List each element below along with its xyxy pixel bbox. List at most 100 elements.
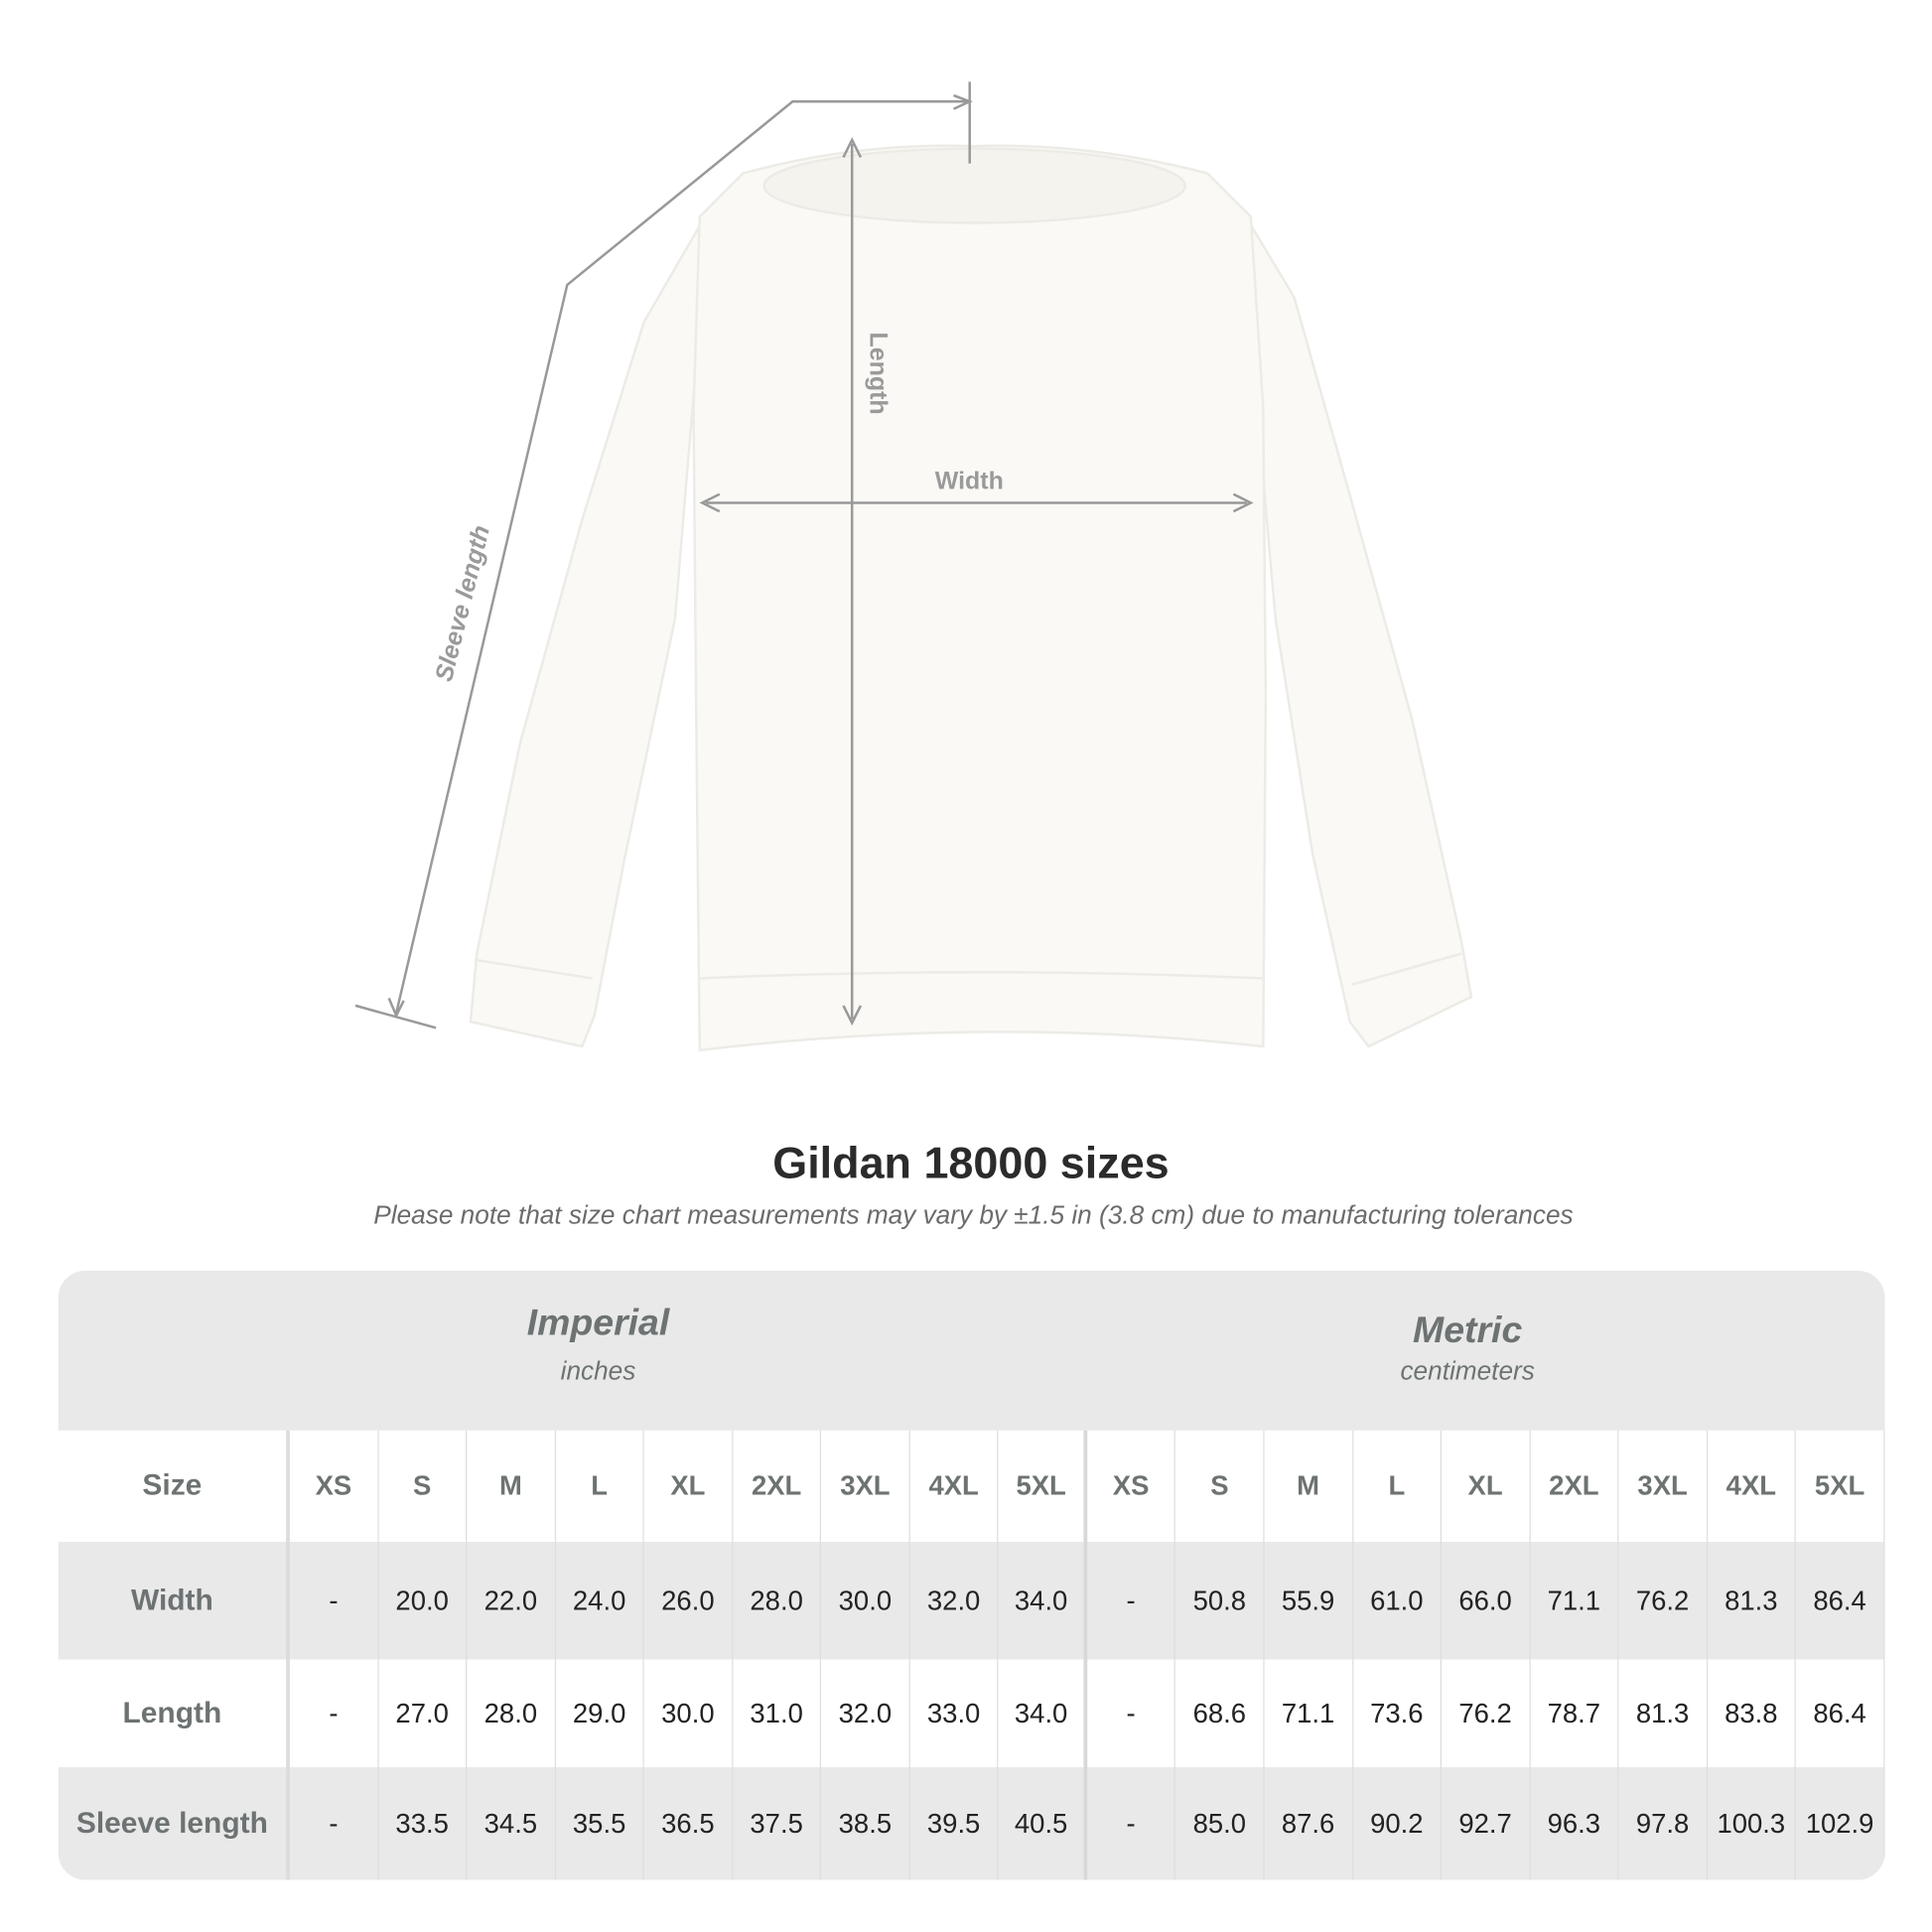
table-cell: 38.5 [821,1767,910,1880]
table-cell: 34.0 [999,1542,1088,1660]
table-cell: 24.0 [556,1542,644,1660]
table-cell: 40.5 [999,1767,1088,1880]
sweatshirt-illustration [354,81,1473,1052]
row-label: Width [59,1542,290,1660]
size-header-cell: 2XL [1530,1430,1619,1543]
table-cell: 85.0 [1175,1767,1265,1880]
table-cell: 87.6 [1265,1767,1353,1880]
width-label: Width [934,468,1004,495]
table-cell: - [290,1659,379,1768]
table-cell: 32.0 [910,1542,999,1660]
left-sleeve [469,204,714,1048]
size-header-cell: L [1353,1430,1443,1543]
table-cell: 31.0 [733,1659,822,1768]
imperial-unit: inches [560,1357,636,1386]
table-row: Length -27.0 28.0 29.0 30.0 31.0 32.0 33.0 34.0-… [59,1659,1885,1768]
table-cell: 36.5 [644,1767,734,1880]
table-cell: 28.0 [467,1659,556,1768]
page-title: Gildan 18000 sizes [772,1137,1170,1188]
table-cell: 78.7 [1530,1659,1619,1768]
length-label: Length [864,332,892,415]
table-cell: 35.5 [556,1767,644,1880]
left-cuff [474,958,593,980]
size-header-cell: L [556,1430,644,1543]
table-cell: - [1087,1767,1176,1880]
imperial-title: Imperial [526,1303,670,1344]
size-header-cell: XS [1087,1430,1176,1543]
size-header-cell: XS [290,1430,379,1543]
table-cell: 33.5 [378,1767,468,1880]
table-cell: 100.3 [1708,1767,1797,1880]
table-cell: 30.0 [644,1659,734,1768]
table-row: Width -20.0 22.0 24.0 26.0 28.0 30.0 32.0 34.0-5… [59,1542,1885,1660]
collar [762,147,1187,224]
table-cell: - [290,1767,379,1880]
measure-lines [354,81,1254,1030]
table-cell: 29.0 [556,1659,644,1768]
table-cell: 86.4 [1796,1542,1885,1660]
table-cell: 66.0 [1442,1542,1531,1660]
row-label: Length [59,1659,290,1768]
size-header-cell: S [1175,1430,1265,1543]
imperial-header: Imperial inches [290,1303,906,1387]
size-header-cell: XL [1442,1430,1531,1543]
size-header-cell: 4XL [910,1430,999,1543]
table-cell: 33.0 [910,1659,999,1768]
size-header-cell: 5XL [999,1430,1088,1543]
table-cell: 102.9 [1796,1767,1885,1880]
table-cell: - [290,1542,379,1660]
table-cell: 34.0 [999,1659,1088,1768]
table-cell: 34.5 [467,1767,556,1880]
table-cell: 76.2 [1442,1659,1531,1768]
row-label: Sleeve length [59,1767,290,1880]
table-cell: 97.8 [1619,1767,1708,1880]
table-cell: 86.4 [1796,1659,1885,1768]
table-cell: 28.0 [733,1542,822,1660]
hem-rib [699,970,1264,980]
sweatshirt [469,144,1473,1052]
size-table: Imperial inches Metric centimeters Size X… [58,1270,1885,1880]
page-subtitle: Please note that size chart measurements… [373,1200,1574,1230]
table-row: Sleeve length -33.5 34.5 35.5 36.5 37.5 38.5 39… [59,1767,1885,1880]
table-cell: 26.0 [644,1542,734,1660]
table-cell: 61.0 [1353,1542,1443,1660]
table-cell: 55.9 [1265,1542,1353,1660]
table-cell: 90.2 [1353,1767,1443,1880]
metric-title: Metric [1413,1310,1523,1351]
row-label: Size [59,1430,290,1543]
table-cell: 71.1 [1530,1542,1619,1660]
right-sleeve [1237,204,1473,1048]
table-cell: 96.3 [1530,1767,1619,1880]
table-cell: 81.3 [1708,1542,1797,1660]
table-cell: 83.8 [1708,1659,1797,1768]
size-header-cell: 5XL [1796,1430,1885,1543]
table-cell: 50.8 [1175,1542,1265,1660]
table-cell: 27.0 [378,1659,468,1768]
table-cell: 76.2 [1619,1542,1708,1660]
metric-header: Metric centimeters [1088,1311,1846,1387]
table-cell: 30.0 [821,1542,910,1660]
size-header-cell: 3XL [1619,1430,1708,1543]
table-cell: 37.5 [733,1767,822,1880]
size-header-cell: M [1265,1430,1353,1543]
size-header-cell: XL [644,1430,734,1543]
size-header-cell: M [467,1430,556,1543]
table-cell: 81.3 [1619,1659,1708,1768]
size-header-row: Size XS S M L XL 2XL 3XL 4XL 5XL XS S M L XL 2XL 3XL 4XL 5… [59,1430,1885,1543]
body [692,144,1268,1052]
table-cell: 73.6 [1353,1659,1443,1768]
table-cell: 22.0 [467,1542,556,1660]
table-cell: 20.0 [378,1542,468,1660]
table-cell: - [1087,1542,1176,1660]
right-cuff [1351,952,1462,986]
table-cell: - [1087,1659,1176,1768]
size-header-cell: 3XL [821,1430,910,1543]
size-header-cell: S [378,1430,468,1543]
table-cell: 39.5 [910,1767,999,1880]
table-cell: 68.6 [1175,1659,1265,1768]
size-header-cell: 4XL [1708,1430,1797,1543]
size-header-cell: 2XL [733,1430,822,1543]
table-cell: 32.0 [821,1659,910,1768]
metric-unit: centimeters [1400,1357,1535,1386]
table-cell: 71.1 [1265,1659,1353,1768]
